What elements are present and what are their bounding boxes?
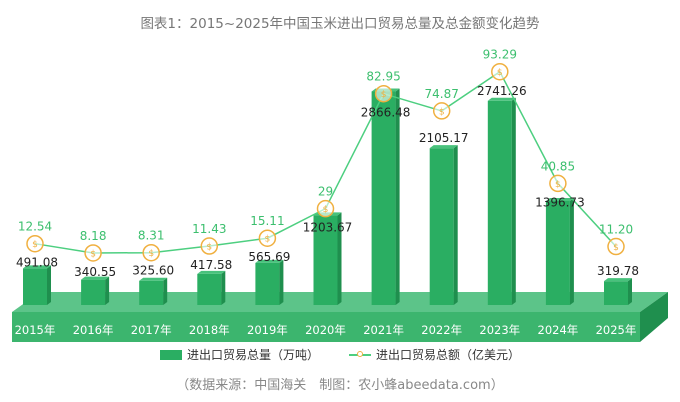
- bar-top: [255, 259, 284, 263]
- legend-label-volume: 进出口贸易总量（万吨）: [186, 348, 319, 362]
- bar: [545, 200, 570, 305]
- bar-value-label: 340.55: [74, 265, 116, 279]
- source-note: （数据来源：中国海关 制图：农小蜂abeedata.com）: [176, 378, 504, 393]
- bar-top: [23, 265, 51, 269]
- dollar-icon: $: [206, 243, 212, 253]
- bar-value-label: 417.58: [190, 258, 232, 272]
- bar: [197, 273, 222, 305]
- bar: [429, 148, 454, 305]
- bar-value-label: 325.60: [132, 264, 174, 278]
- bar-value-label: 1203.67: [303, 221, 353, 235]
- bar-side: [47, 265, 51, 305]
- bar-side: [511, 97, 516, 306]
- bar-value-label: 319.78: [597, 264, 639, 278]
- x-tick-label: 2016年: [73, 323, 114, 337]
- bar: [23, 268, 47, 305]
- bar-side: [221, 270, 226, 305]
- line-value-label: 8.31: [138, 229, 165, 243]
- dollar-icon: $: [148, 249, 154, 259]
- legend-label-value: 进出口贸易总额（亿美元）: [376, 348, 521, 362]
- line-marker: [374, 84, 393, 103]
- line-value-label: 8.18: [80, 229, 107, 243]
- x-tick-label: 2025年: [596, 323, 637, 337]
- bar-value-label: 2741.26: [477, 84, 527, 98]
- legend-bar-swatch: [159, 349, 182, 360]
- bar-side: [279, 259, 284, 305]
- line-marker: [258, 229, 277, 247]
- platform-side: [640, 292, 668, 342]
- bar: [604, 281, 628, 305]
- dollar-icon: $: [381, 90, 387, 100]
- bar-value-label: 2105.17: [419, 131, 469, 145]
- bar-side: [337, 212, 342, 305]
- bar-top: [545, 197, 574, 201]
- x-tick-label: 2023年: [479, 323, 520, 337]
- x-tick-label: 2021年: [363, 323, 404, 337]
- line-marker: [200, 237, 219, 255]
- legend-item-volume: 进出口贸易总量（万吨）: [159, 346, 319, 363]
- bar-value-label: 565.69: [248, 250, 290, 264]
- line-marker: [84, 244, 102, 262]
- legend-item-value: 进出口贸易总额（亿美元）: [349, 346, 520, 363]
- x-tick-label: 2024年: [538, 323, 579, 337]
- bar-side: [569, 197, 574, 305]
- line-value-label: 11.20: [599, 223, 633, 237]
- line-marker: [491, 62, 509, 81]
- bar: [313, 215, 338, 305]
- bar-side: [395, 88, 400, 306]
- platform-front: [12, 312, 640, 342]
- line-value-label: 15.11: [250, 214, 284, 228]
- bar: [81, 279, 106, 305]
- bar-top: [487, 97, 516, 101]
- legend: 进出口贸易总量（万吨） 进出口贸易总额（亿美元）: [0, 346, 680, 363]
- bar: [255, 262, 280, 305]
- x-tick-label: 2017年: [131, 323, 172, 337]
- dollar-icon: $: [90, 249, 96, 259]
- line-marker: [607, 237, 625, 256]
- x-tick-label: 2015年: [15, 323, 56, 337]
- line-value-label: 93.29: [483, 48, 517, 62]
- x-tick-label: 2022年: [421, 323, 462, 337]
- bar-value-label: 491.08: [16, 256, 58, 270]
- bar-side: [163, 277, 168, 305]
- line-value-label: 82.95: [366, 70, 400, 84]
- dollar-icon: $: [555, 180, 561, 190]
- dollar-icon: $: [497, 68, 503, 78]
- line-value-label: 12.54: [18, 220, 52, 234]
- dollar-icon: $: [439, 107, 445, 117]
- x-tick-label: 2020年: [305, 323, 346, 337]
- bar-top: [139, 277, 168, 281]
- dollar-icon: $: [32, 240, 38, 250]
- bar-top: [197, 270, 226, 274]
- line-value-label: 11.43: [192, 222, 226, 236]
- dollar-icon: $: [323, 205, 329, 215]
- line-marker: [142, 243, 160, 262]
- bar-value-label: 2866.48: [361, 106, 411, 120]
- bar: [371, 91, 396, 306]
- x-tick-label: 2019年: [247, 323, 288, 337]
- bar-top: [81, 276, 110, 280]
- legend-line-swatch: [349, 350, 371, 357]
- line-value-label: 29: [318, 185, 333, 199]
- line-marker: [432, 102, 451, 120]
- chart-title: 图表1：2015~2025年中国玉米进出口贸易总量及总金额变化趋势: [140, 16, 540, 32]
- line-value-label: 40.85: [541, 159, 575, 173]
- bar: [139, 280, 164, 305]
- line-marker: [549, 174, 567, 193]
- line-marker: [316, 199, 335, 218]
- dollar-icon: $: [613, 243, 619, 253]
- bar-value-label: 1396.73: [535, 195, 585, 209]
- bar-side: [628, 278, 632, 305]
- bar-side: [453, 145, 458, 305]
- dollar-icon: $: [265, 235, 271, 245]
- bar: [487, 100, 512, 306]
- line-marker: [26, 234, 44, 253]
- bar-top: [604, 278, 632, 282]
- bar-top: [429, 145, 458, 149]
- bar-side: [105, 276, 110, 305]
- x-tick-label: 2018年: [189, 323, 230, 337]
- line-value-label: 74.87: [425, 87, 459, 101]
